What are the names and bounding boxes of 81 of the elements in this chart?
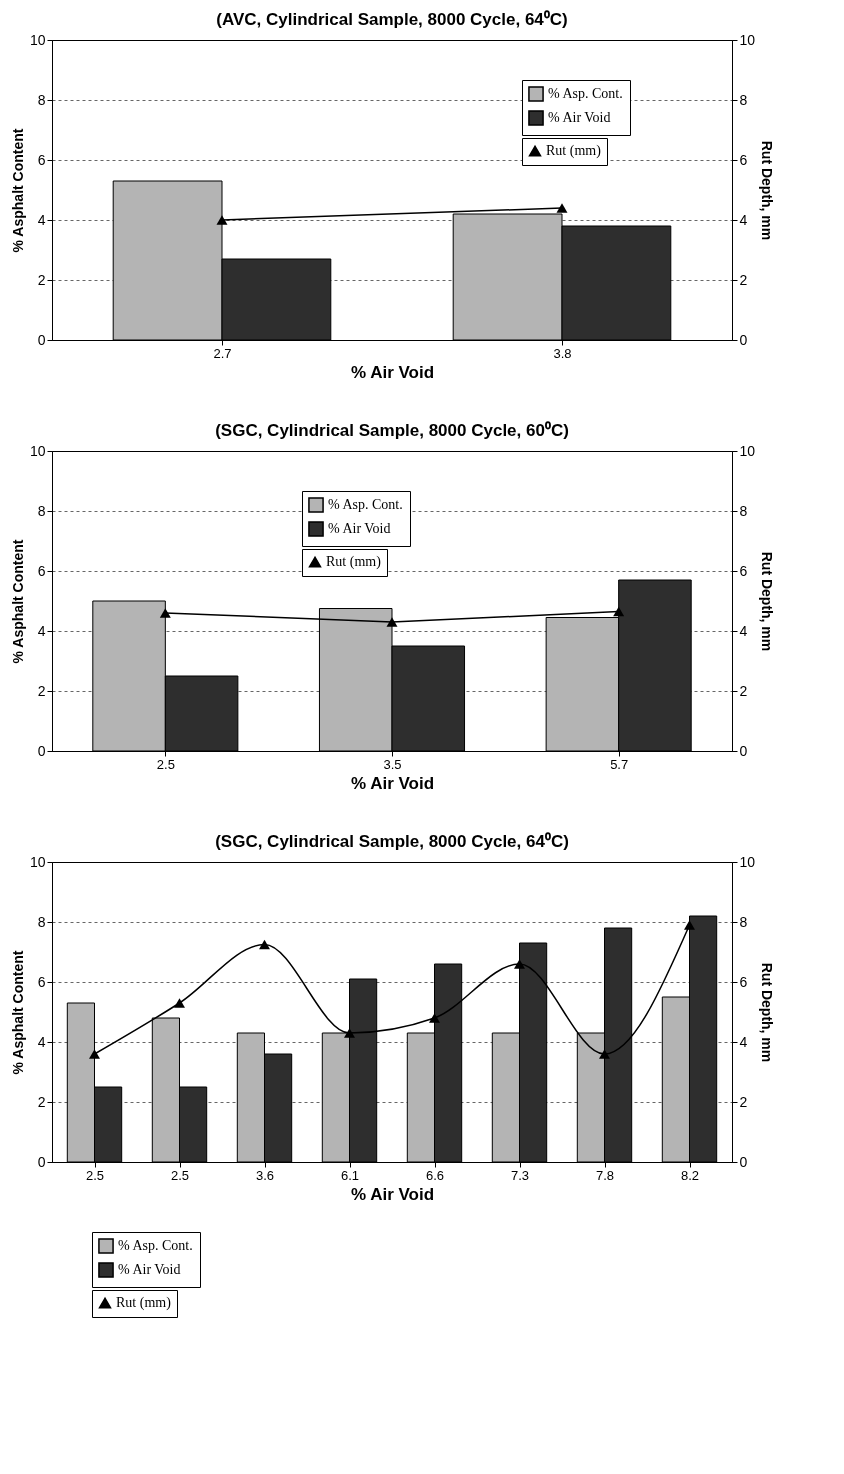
y-tick-label: 8	[37, 502, 46, 519]
point	[259, 939, 270, 950]
legend-label: % Asp. Cont.	[118, 1238, 193, 1253]
y2-tick-label: 6	[739, 562, 748, 579]
x-tick-label: 7.3	[510, 1167, 530, 1183]
y2-tick-label: 10	[739, 853, 756, 870]
point	[89, 1049, 100, 1059]
x-tick-label: 3.5	[383, 756, 402, 772]
point	[613, 606, 625, 617]
y2-tick-label: 8	[739, 91, 748, 108]
legend-label: % Air Void	[118, 1262, 181, 1277]
y-tick-label: 10	[29, 442, 46, 459]
point	[684, 920, 695, 930]
y-tick-label: 6	[37, 973, 46, 990]
y-tick-label: 2	[37, 1093, 46, 1110]
y-axis-title: % Asphalt Content	[9, 950, 26, 1075]
x-tick-label: 2.5	[170, 1167, 190, 1183]
point	[174, 998, 185, 1008]
y2-tick-label: 8	[739, 502, 748, 519]
x-axis-title: % Air Void	[350, 773, 435, 793]
y-axis-title: % Asphalt Content	[9, 539, 26, 664]
y2-axis-title: Rut Depth, mm	[759, 551, 776, 652]
y-tick-label: 10	[29, 31, 46, 48]
y-tick-label: 4	[37, 211, 46, 228]
point	[599, 1049, 610, 1059]
y-tick-label: 8	[37, 913, 46, 930]
y2-tick-label: 6	[739, 151, 748, 168]
y2-axis-title: Rut Depth, mm	[759, 140, 776, 241]
y-tick-label: 0	[37, 742, 46, 759]
legend-label: % Asp. Cont.	[548, 86, 623, 101]
chart-title: (AVC, Cylindrical Sample, 8000 Cycle, 64⁰C)	[216, 10, 568, 29]
y-tick-label: 4	[37, 1033, 46, 1050]
y-tick-label: 6	[37, 151, 46, 168]
y2-tick-label: 0	[739, 742, 748, 759]
legend-label: % Asp. Cont.	[328, 497, 403, 512]
legend-label: Rut (mm)	[326, 554, 382, 570]
chart-title: (SGC, Cylindrical Sample, 8000 Cycle, 64⁰C)	[215, 832, 569, 851]
y-tick-label: 0	[37, 331, 46, 348]
y2-tick-label: 2	[739, 271, 748, 288]
point	[514, 959, 525, 969]
y-axis-title: % Asphalt Content	[9, 128, 26, 253]
y2-axis-title: Rut Depth, mm	[759, 962, 776, 1063]
x-tick-label: 8.2	[680, 1167, 700, 1183]
y2-tick-label: 2	[739, 682, 748, 699]
y2-tick-label: 8	[739, 913, 748, 930]
y2-tick-label: 4	[739, 622, 748, 639]
y-tick-label: 6	[37, 562, 46, 579]
x-tick-label: 2.5	[85, 1167, 105, 1183]
y2-tick-label: 4	[739, 211, 748, 228]
point	[159, 608, 171, 618]
y-tick-label: 2	[37, 682, 46, 699]
legend-label: % Air Void	[328, 521, 391, 536]
legend-label: Rut (mm)	[116, 1295, 172, 1311]
y2-tick-label: 6	[739, 973, 748, 990]
y2-tick-label: 2	[739, 1093, 748, 1110]
x-tick-label: 2.7	[213, 345, 232, 361]
x-tick-label: 7.8	[595, 1167, 615, 1183]
y2-tick-label: 4	[739, 1033, 748, 1050]
x-axis-title: % Air Void	[350, 362, 435, 382]
x-tick-label: 6.6	[425, 1167, 445, 1183]
x-tick-label: 3.8	[553, 345, 572, 361]
y-tick-label: 4	[37, 622, 46, 639]
x-tick-label: 5.7	[610, 756, 629, 772]
point	[386, 617, 398, 627]
point	[344, 1028, 355, 1038]
point	[429, 1013, 440, 1023]
legend-label: Rut (mm)	[546, 143, 602, 159]
chart-title: (SGC, Cylindrical Sample, 8000 Cycle, 60⁰C)	[215, 421, 569, 440]
y-tick-label: 0	[37, 1153, 46, 1170]
y-tick-label: 8	[37, 91, 46, 108]
y-tick-label: 2	[37, 271, 46, 288]
x-tick-label: 3.6	[255, 1167, 275, 1183]
y2-tick-label: 10	[739, 31, 756, 48]
y2-tick-label: 10	[739, 442, 756, 459]
y2-tick-label: 0	[739, 331, 748, 348]
legend-label: % Air Void	[548, 110, 611, 125]
y2-tick-label: 0	[739, 1153, 748, 1170]
x-tick-label: 2.5	[156, 756, 175, 772]
x-tick-label: 6.1	[340, 1167, 360, 1183]
y-tick-label: 10	[29, 853, 46, 870]
x-axis-title: % Air Void	[350, 1184, 435, 1204]
